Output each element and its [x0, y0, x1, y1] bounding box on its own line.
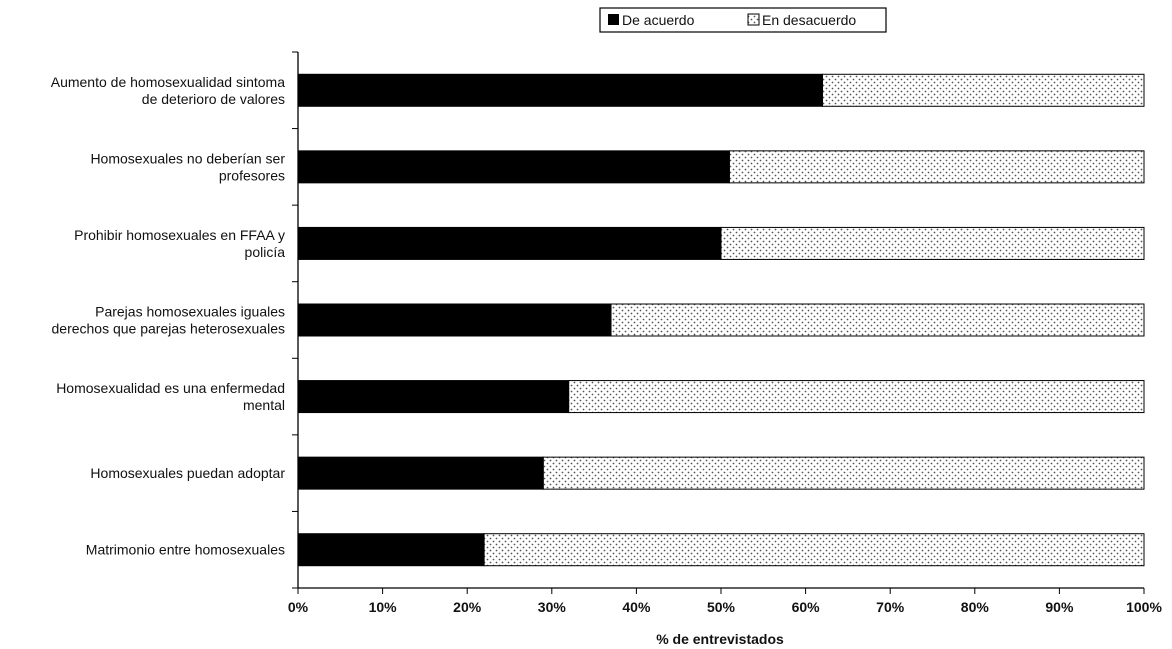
legend-swatch-en-desacuerdo	[747, 13, 760, 26]
bars-layer	[297, 73, 1145, 567]
x-tick-label: 0%	[288, 599, 309, 615]
legend: De acuerdo En desacuerdo	[599, 7, 887, 33]
category-label-line: profesores	[219, 167, 285, 183]
bar-de-acuerdo-6	[297, 533, 485, 567]
x-tick-label: 40%	[622, 599, 651, 615]
bar-de-acuerdo-0	[297, 73, 824, 107]
category-label-line: Prohibir homosexuales en FFAA y	[74, 227, 285, 243]
category-label: Matrimonio entre homosexuales	[86, 542, 285, 558]
category-label: Homosexualidad es una enfermedad mental	[56, 380, 285, 413]
category-labels: Aumento de homosexualidad sintoma de dete…	[51, 74, 286, 558]
category-label-line: Aumento de homosexualidad sintoma	[51, 74, 285, 90]
bar-en-desacuerdo-5	[542, 456, 1145, 490]
category-label-line: Homosexuales puedan adoptar	[90, 465, 285, 481]
bar-de-acuerdo-2	[297, 226, 722, 260]
x-tick-label: 10%	[369, 599, 398, 615]
legend-label-de-acuerdo: De acuerdo	[622, 12, 695, 28]
category-label-line: Homosexuales no deberían ser	[90, 150, 285, 166]
x-tick-label: 30%	[538, 599, 567, 615]
legend-swatch-de-acuerdo	[608, 14, 619, 25]
category-label: Homosexuales puedan adoptar	[90, 465, 285, 481]
x-tick-label: 20%	[453, 599, 482, 615]
x-tick-label: 50%	[707, 599, 736, 615]
category-label-line: derechos que parejas heterosexuales	[52, 321, 286, 337]
bar-de-acuerdo-3	[297, 303, 612, 337]
x-axis-title: % de entrevistados	[656, 631, 784, 647]
axes: 0% 10% 20% 30% 40% 50% 60% 70% 80% 90% 100%	[288, 51, 1162, 615]
category-label-line: mental	[243, 397, 285, 413]
bar-en-desacuerdo-1	[728, 150, 1145, 184]
x-tick-label: 100%	[1126, 599, 1162, 615]
bar-en-desacuerdo-4	[568, 380, 1145, 414]
bar-de-acuerdo-5	[297, 456, 544, 490]
category-label-line: de deterioro de valores	[142, 91, 285, 107]
legend-box	[599, 7, 887, 33]
bar-en-desacuerdo-0	[822, 73, 1145, 107]
category-label: Prohibir homosexuales en FFAA y policía	[74, 227, 285, 260]
category-label-line: Parejas homosexuales iguales	[95, 304, 285, 320]
category-label-line: policía	[245, 244, 286, 260]
bar-de-acuerdo-4	[297, 380, 570, 414]
category-label: Homosexuales no deberían ser profesores	[90, 150, 285, 183]
bar-en-desacuerdo-2	[720, 226, 1145, 260]
bar-de-acuerdo-1	[297, 150, 730, 184]
x-tick-label: 60%	[792, 599, 821, 615]
category-label-line: Homosexualidad es una enfermedad	[56, 380, 285, 396]
x-tick-label: 70%	[876, 599, 905, 615]
legend-label-en-desacuerdo: En desacuerdo	[762, 12, 856, 28]
category-label-line: Matrimonio entre homosexuales	[86, 542, 285, 558]
x-tick-label: 80%	[961, 599, 990, 615]
category-label: Parejas homosexuales iguales derechos que…	[52, 304, 286, 337]
bar-en-desacuerdo-3	[610, 303, 1145, 337]
bar-en-desacuerdo-6	[483, 533, 1145, 567]
x-tick-label: 90%	[1045, 599, 1074, 615]
category-label: Aumento de homosexualidad sintoma de dete…	[51, 74, 285, 107]
